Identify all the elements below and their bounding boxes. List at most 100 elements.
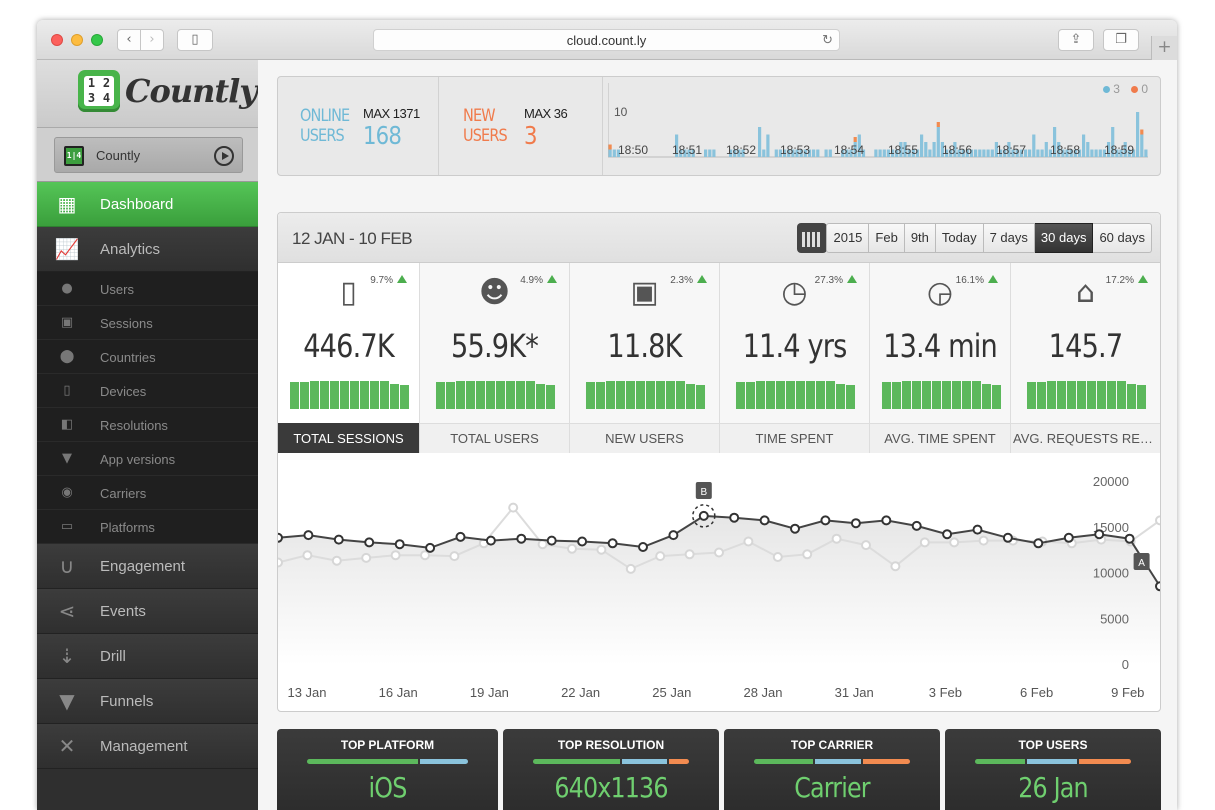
previous-period-series-point[interactable] <box>1155 515 1160 526</box>
minimize-window-button[interactable] <box>71 34 83 46</box>
current-period-series-point[interactable] <box>333 534 344 545</box>
period-button[interactable]: 7 days <box>983 223 1035 253</box>
share-button[interactable]: ⇪ <box>1058 29 1094 51</box>
current-period-series-point[interactable] <box>911 520 922 531</box>
top-stat-top-users[interactable]: TOP USERS 26 Jan <box>945 729 1161 810</box>
current-period-series-point[interactable] <box>516 533 527 544</box>
reload-icon[interactable]: ↻ <box>822 33 833 48</box>
tile-avg-requests-recei[interactable]: ⌂ 17.2% 145.7 AVG. REQUESTS RECEI... <box>1011 263 1160 453</box>
period-button[interactable]: 60 days <box>1093 223 1152 253</box>
current-period-series-point[interactable] <box>668 530 679 541</box>
previous-period-series-point[interactable] <box>743 536 754 547</box>
previous-period-series-point[interactable] <box>802 549 813 560</box>
current-period-series-point[interactable] <box>485 535 496 546</box>
zoom-window-button[interactable] <box>91 34 103 46</box>
current-period-series-point[interactable] <box>1124 533 1135 544</box>
previous-period-series-point[interactable] <box>420 550 430 561</box>
previous-period-series-point[interactable] <box>890 561 901 572</box>
current-period-series-point[interactable] <box>303 530 314 541</box>
sidebar-item-analytics[interactable]: 📈 Analytics <box>37 227 258 272</box>
tile-avg-time-spent[interactable]: ◶ 16.1% 13.4 min AVG. TIME SPENT <box>870 263 1011 453</box>
previous-period-series-point[interactable] <box>567 543 577 554</box>
current-period-series-point[interactable] <box>759 515 770 526</box>
tile-time-spent[interactable]: ◷ 27.3% 11.4 yrs TIME SPENT <box>720 263 870 453</box>
previous-period-series-point[interactable] <box>772 552 783 562</box>
close-window-button[interactable] <box>51 34 63 46</box>
previous-period-series-point[interactable] <box>390 550 401 561</box>
current-period-series-point[interactable] <box>729 512 740 523</box>
previous-period-series-point[interactable] <box>596 544 607 555</box>
current-period-series-point[interactable] <box>278 532 283 543</box>
current-period-series-point[interactable] <box>394 539 405 550</box>
sidebar-item-countries[interactable]: ⬤ Countries <box>37 340 258 374</box>
previous-period-series-point[interactable] <box>302 550 313 561</box>
previous-period-series-point[interactable] <box>831 533 842 544</box>
sidebar-item-management[interactable]: ✕ Management <box>37 724 258 769</box>
sidebar-item-users[interactable]: ● Users <box>37 272 258 306</box>
period-button[interactable]: 2015 <box>826 223 870 253</box>
top-stat-top-resolution[interactable]: TOP RESOLUTION 640x1136 <box>503 729 719 810</box>
current-period-series-point[interactable] <box>1094 529 1105 540</box>
current-period-series-point[interactable] <box>607 538 618 549</box>
current-period-series-point[interactable] <box>698 510 709 521</box>
sidebar-toggle-button[interactable]: ▯ <box>177 29 213 51</box>
current-period-series-point[interactable] <box>425 542 436 553</box>
calendar-icon[interactable] <box>797 223 827 253</box>
sidebar-item-platforms[interactable]: ▭ Platforms <box>37 510 258 544</box>
previous-period-series-point[interactable] <box>625 563 636 574</box>
previous-period-series-point[interactable] <box>449 551 460 562</box>
sidebar-item-sessions[interactable]: ▣ Sessions <box>37 306 258 340</box>
previous-period-series-point[interactable] <box>919 537 930 548</box>
current-period-series-point[interactable] <box>820 515 831 526</box>
tabs-overview-button[interactable]: ❐ <box>1103 29 1139 51</box>
period-button[interactable]: Feb <box>869 223 905 253</box>
previous-period-series-point[interactable] <box>331 555 342 566</box>
current-period-series-point[interactable] <box>1033 538 1044 549</box>
current-period-series-point[interactable] <box>364 537 375 548</box>
sidebar-item-app-versions[interactable]: ▼ App versions <box>37 442 258 476</box>
current-period-series-point[interactable] <box>1002 532 1013 543</box>
address-bar[interactable]: cloud.count.ly ↻ <box>373 29 840 51</box>
current-period-series-point[interactable] <box>546 535 557 546</box>
current-period-series-point[interactable] <box>638 542 648 552</box>
current-period-series-point[interactable] <box>972 524 983 535</box>
back-button[interactable]: ‹ <box>117 29 141 51</box>
app-selector[interactable]: 1|4 Countly <box>54 137 243 173</box>
sidebar-item-dashboard[interactable]: ▦ Dashboard <box>37 182 258 227</box>
previous-period-series-point[interactable] <box>508 502 519 513</box>
previous-period-series-point[interactable] <box>714 547 724 558</box>
top-stat-top-platform[interactable]: TOP PLATFORM iOS <box>277 729 498 810</box>
current-period-series-point[interactable] <box>790 523 800 534</box>
tile-total-users[interactable]: ☻ 4.9% 55.9K* TOTAL USERS <box>420 263 570 453</box>
sidebar-item-devices[interactable]: ▯ Devices <box>37 374 258 408</box>
previous-period-series-point[interactable] <box>655 551 666 562</box>
current-period-series-point[interactable] <box>1063 532 1074 543</box>
period-button[interactable]: 30 days <box>1034 223 1094 253</box>
forward-button[interactable]: › <box>140 29 164 51</box>
previous-period-series-point[interactable] <box>861 540 871 551</box>
sidebar-item-funnels[interactable]: ▼ Funnels <box>37 679 258 724</box>
current-period-series-point[interactable] <box>850 518 861 529</box>
sidebar-item-resolutions[interactable]: ◧ Resolutions <box>37 408 258 442</box>
previous-period-series-point[interactable] <box>684 549 695 560</box>
previous-period-series-point[interactable] <box>361 552 372 563</box>
previous-period-series-point[interactable] <box>949 537 960 548</box>
top-stat-top-carrier[interactable]: TOP CARRIER Carrier <box>724 729 940 810</box>
sidebar-item-engagement[interactable]: ∪ Engagement <box>37 544 258 589</box>
period-button[interactable]: Today <box>935 223 984 253</box>
current-period-series-point[interactable] <box>942 529 953 540</box>
previous-period-series-point[interactable] <box>537 539 548 550</box>
new-tab-button[interactable]: + <box>1151 36 1177 60</box>
previous-period-series-point[interactable] <box>978 535 989 546</box>
play-icon[interactable] <box>214 146 234 166</box>
tile-new-users[interactable]: ▣ 2.3% 11.8K NEW USERS <box>570 263 720 453</box>
sidebar-item-carriers[interactable]: ◉ Carriers <box>37 476 258 510</box>
period-button[interactable]: 9th <box>904 223 936 253</box>
current-period-series-point[interactable] <box>577 536 588 547</box>
tile-total-sessions[interactable]: ▯ 9.7% 446.7K TOTAL SESSIONS <box>278 263 420 453</box>
sidebar-item-events[interactable]: ⋖ Events <box>37 589 258 634</box>
current-period-series-point[interactable] <box>1155 581 1160 592</box>
sidebar-item-drill[interactable]: ⇣ Drill <box>37 634 258 679</box>
current-period-series-point[interactable] <box>881 515 892 526</box>
current-period-series-point[interactable] <box>455 531 466 542</box>
